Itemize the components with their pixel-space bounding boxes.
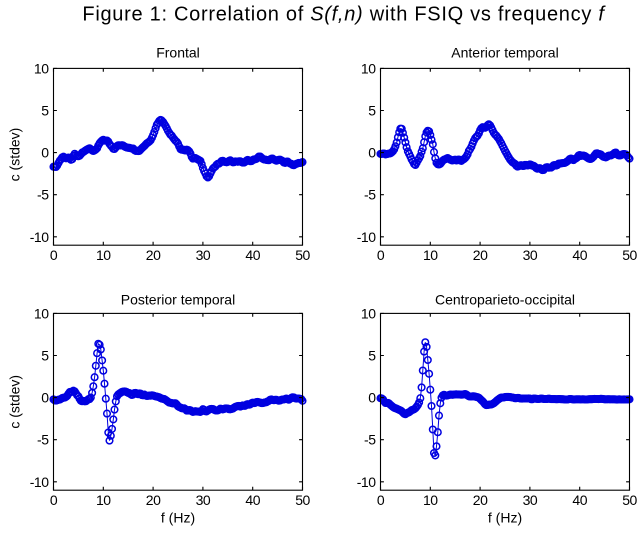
svg-text:50: 50 bbox=[622, 492, 637, 508]
svg-text:Centroparieto-occipital: Centroparieto-occipital bbox=[435, 291, 575, 307]
svg-text:50: 50 bbox=[295, 247, 310, 263]
svg-text:50: 50 bbox=[622, 247, 637, 263]
svg-text:40: 40 bbox=[572, 247, 587, 263]
svg-text:20: 20 bbox=[146, 247, 161, 263]
svg-text:-10: -10 bbox=[30, 474, 49, 490]
svg-text:0: 0 bbox=[50, 492, 58, 508]
svg-text:-5: -5 bbox=[364, 187, 376, 203]
svg-text:5: 5 bbox=[41, 348, 49, 364]
svg-text:50: 50 bbox=[295, 492, 310, 508]
svg-text:10: 10 bbox=[96, 247, 111, 263]
svg-text:-10: -10 bbox=[357, 474, 376, 490]
svg-text:Posterior temporal: Posterior temporal bbox=[121, 291, 235, 307]
svg-text:0: 0 bbox=[50, 247, 58, 263]
svg-text:f (Hz): f (Hz) bbox=[161, 510, 195, 526]
svg-text:20: 20 bbox=[473, 247, 488, 263]
svg-text:0: 0 bbox=[377, 247, 385, 263]
svg-text:10: 10 bbox=[423, 492, 438, 508]
svg-text:Anterior temporal: Anterior temporal bbox=[451, 45, 558, 61]
svg-text:20: 20 bbox=[146, 492, 161, 508]
svg-text:-5: -5 bbox=[364, 432, 376, 448]
svg-text:30: 30 bbox=[523, 492, 538, 508]
svg-text:30: 30 bbox=[196, 247, 211, 263]
svg-text:30: 30 bbox=[523, 247, 538, 263]
svg-text:-5: -5 bbox=[37, 432, 49, 448]
svg-text:10: 10 bbox=[34, 305, 49, 321]
svg-text:0: 0 bbox=[41, 145, 49, 161]
svg-text:30: 30 bbox=[196, 492, 211, 508]
svg-text:40: 40 bbox=[572, 492, 587, 508]
svg-text:10: 10 bbox=[34, 60, 49, 76]
svg-text:Frontal: Frontal bbox=[156, 45, 200, 61]
svg-text:0: 0 bbox=[368, 145, 376, 161]
svg-text:5: 5 bbox=[368, 103, 376, 119]
svg-text:Figure 1: Correlation of S(f,n: Figure 1: Correlation of S(f,n) with FSI… bbox=[82, 4, 606, 26]
svg-text:10: 10 bbox=[361, 305, 376, 321]
svg-text:f (Hz): f (Hz) bbox=[488, 510, 522, 526]
svg-text:0: 0 bbox=[377, 492, 385, 508]
svg-text:10: 10 bbox=[361, 60, 376, 76]
svg-text:5: 5 bbox=[368, 348, 376, 364]
svg-text:0: 0 bbox=[368, 390, 376, 406]
svg-text:10: 10 bbox=[96, 492, 111, 508]
svg-text:10: 10 bbox=[423, 247, 438, 263]
svg-text:-10: -10 bbox=[357, 229, 376, 245]
svg-text:c (stdev): c (stdev) bbox=[7, 375, 23, 429]
svg-text:-10: -10 bbox=[30, 229, 49, 245]
svg-text:0: 0 bbox=[41, 390, 49, 406]
svg-text:40: 40 bbox=[245, 492, 260, 508]
svg-text:-5: -5 bbox=[37, 187, 49, 203]
svg-text:5: 5 bbox=[41, 103, 49, 119]
svg-text:c (stdev): c (stdev) bbox=[7, 128, 23, 182]
svg-text:20: 20 bbox=[473, 492, 488, 508]
svg-text:40: 40 bbox=[245, 247, 260, 263]
